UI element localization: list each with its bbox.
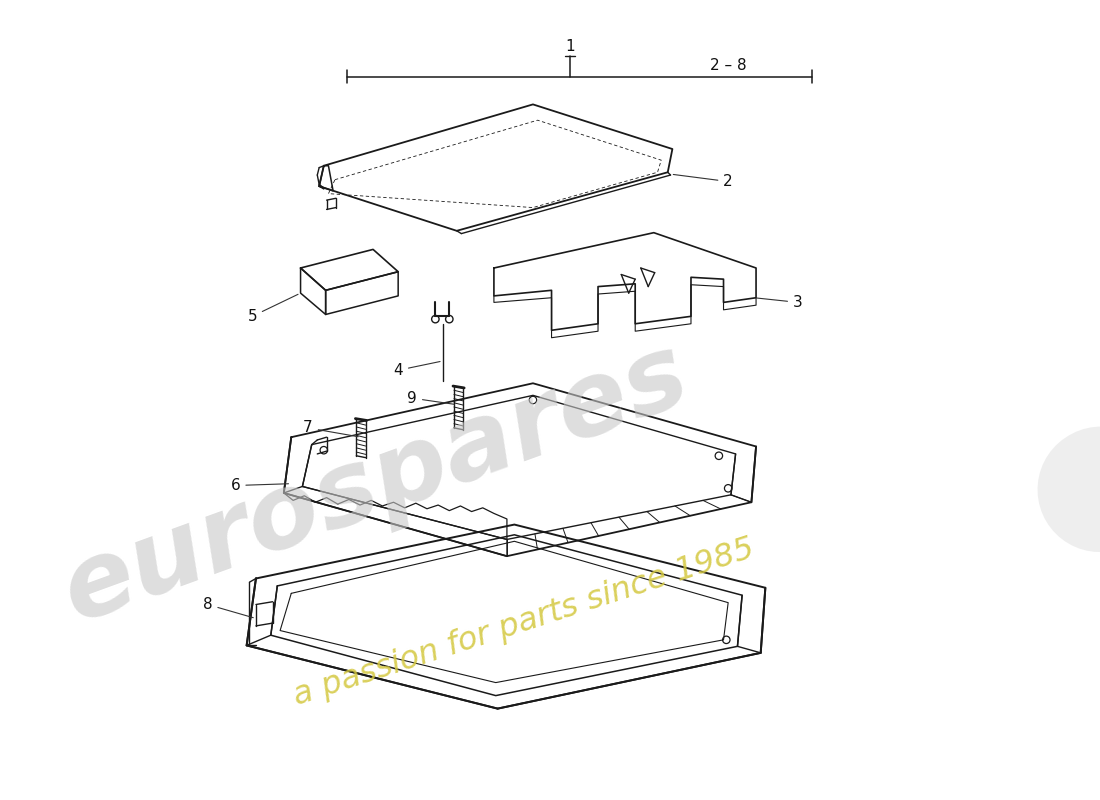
Text: 2: 2 [673, 174, 733, 189]
Text: 4: 4 [394, 362, 440, 378]
Text: a passion for parts since 1985: a passion for parts since 1985 [289, 534, 758, 713]
Text: 3: 3 [757, 295, 803, 310]
Text: 1: 1 [565, 39, 575, 54]
Text: 8: 8 [202, 597, 253, 618]
Text: eurospares: eurospares [48, 324, 702, 644]
Text: 9: 9 [407, 390, 454, 406]
Text: 7: 7 [304, 420, 359, 437]
Text: 6: 6 [231, 478, 288, 493]
Text: 2 – 8: 2 – 8 [710, 58, 747, 73]
Text: 5: 5 [248, 294, 298, 324]
